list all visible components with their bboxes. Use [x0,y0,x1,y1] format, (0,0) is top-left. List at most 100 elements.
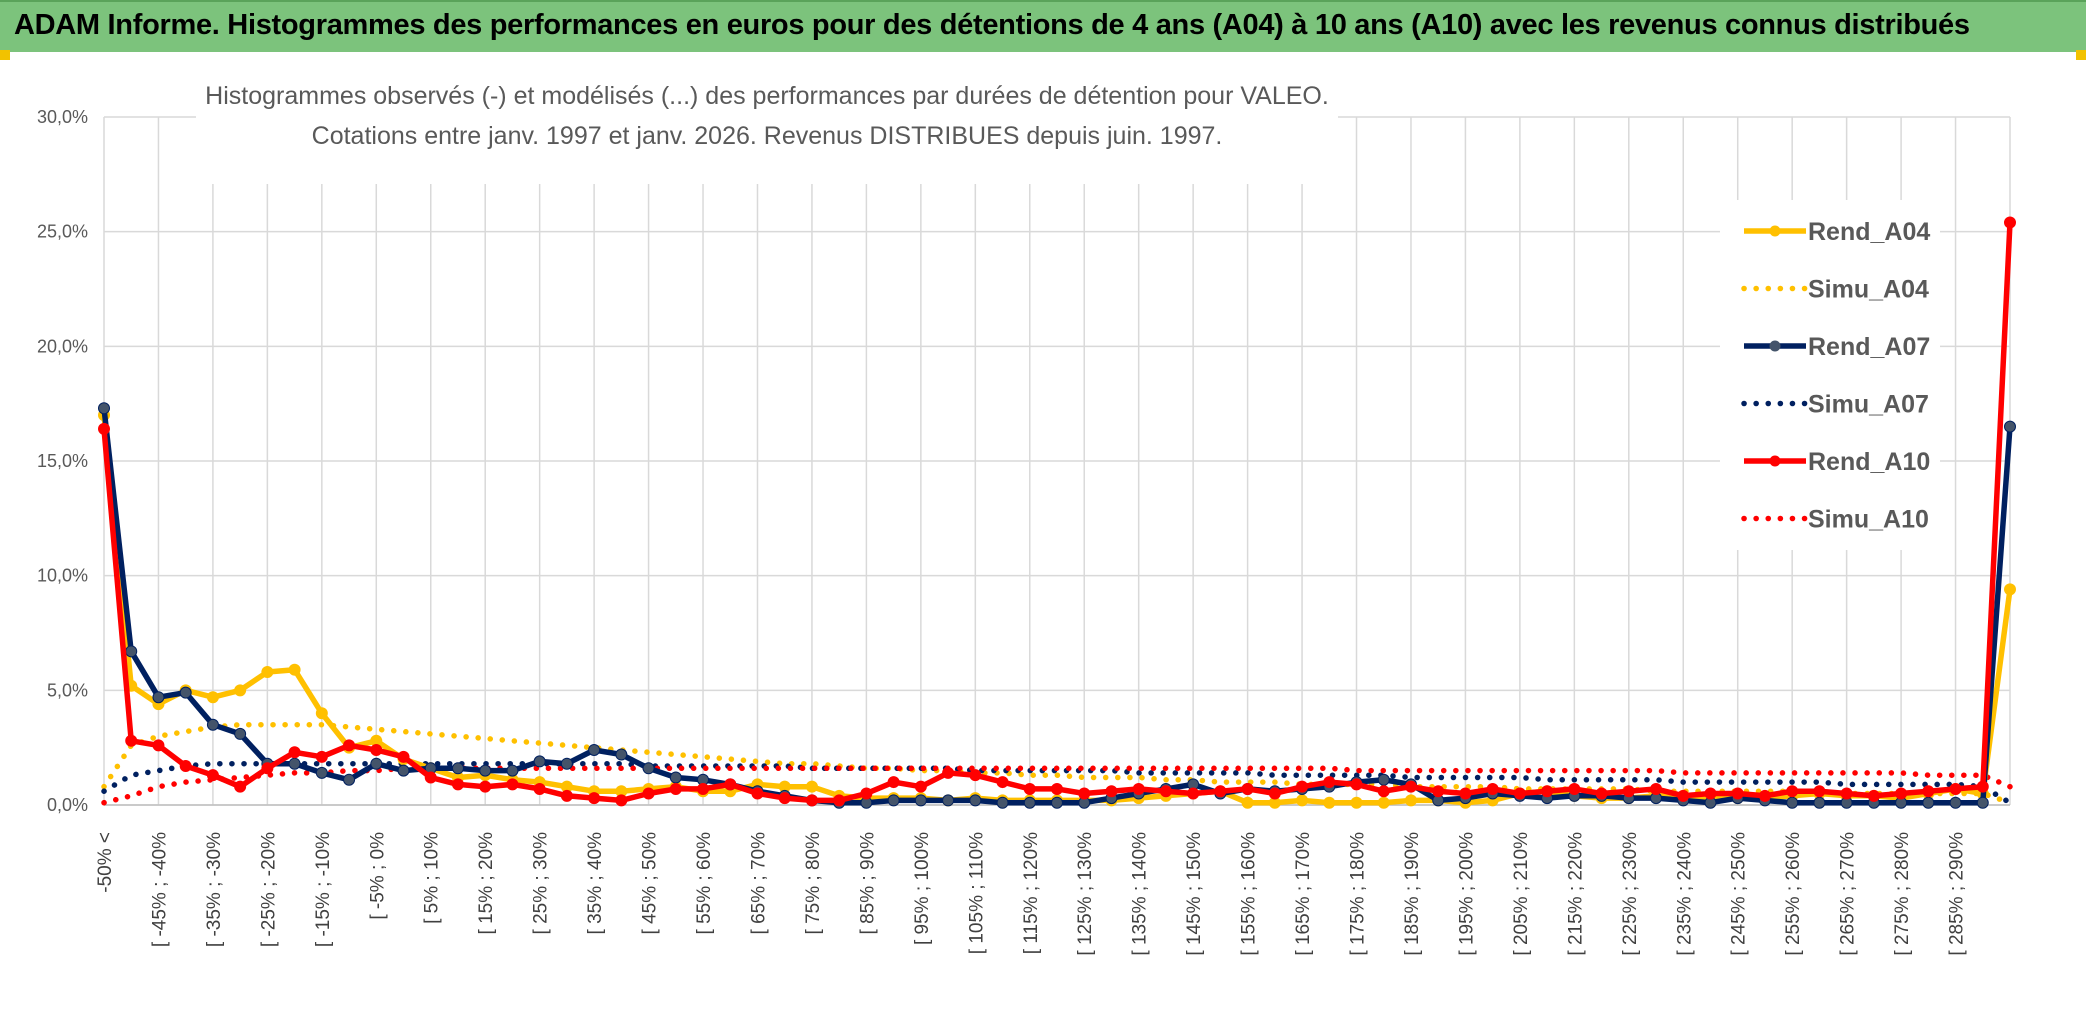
y-tick-label: 5,0% [47,680,88,700]
data-point [1377,785,1390,798]
data-point [315,750,328,763]
x-tick-label: [ -35% ; -30% [204,832,225,947]
data-point [125,734,138,747]
data-point [506,764,519,777]
data-point [1677,789,1690,802]
data-point [1159,785,1172,798]
x-tick-label: [ 155% ; 160% [1239,832,1260,956]
x-tick-label: [ 225% ; 230% [1620,832,1641,956]
legend-item-rend-a07: Rend_A07 [1744,333,1930,361]
x-tick-label: [ 135% ; 140% [1130,832,1151,956]
x-tick-label: [ 95% ; 100% [912,832,933,945]
data-point [805,780,818,793]
x-tick-label: [ 265% ; 270% [1838,832,1859,956]
data-point [424,771,437,784]
data-point [642,787,655,800]
data-point [370,757,383,770]
data-point [996,776,1009,789]
data-point [1078,787,1091,800]
data-point [669,771,682,784]
legend-label: Rend_A10 [1808,448,1930,476]
data-point [1023,782,1036,795]
title-background [196,108,1338,184]
x-tick-label: [ 175% ; 180% [1348,832,1369,956]
data-point [206,691,219,704]
legend-marker [1769,455,1781,467]
series-line [101,721,2013,806]
x-tick-label: [ 245% ; 250% [1729,832,1750,956]
data-point [206,718,219,731]
x-tick-label: [ 45% ; 50% [640,832,661,935]
data-point [1404,780,1417,793]
data-point [1323,796,1336,809]
data-point [234,780,247,793]
data-point [1650,782,1663,795]
data-point [152,739,165,752]
data-point [1187,787,1200,800]
data-point [1568,782,1581,795]
corner-marker [2076,50,2086,60]
data-point [1622,785,1635,798]
data-point [397,750,410,763]
histogram-chart: 0,0% 5,0% 10,0% 15,0% 20,0% 25,0% 30,0% Histogr… [37,82,2016,956]
data-point [451,778,464,791]
legend-item-simu-a10: Simu_A10 [1741,506,1929,534]
x-tick-label: [ 255% ; 260% [1783,832,1804,956]
data-point [1595,787,1608,800]
data-point [1023,796,1036,809]
legend-marker [1769,340,1781,352]
data-point [261,762,274,775]
data-point [1051,796,1063,809]
y-tick-label: 30,0% [37,107,88,127]
legend-item-rend-a10: Rend_A10 [1744,448,1930,476]
corner-marker [0,50,10,60]
x-tick-label: [ 145% ; 150% [1184,832,1205,956]
data-point [1350,796,1363,809]
data-point [451,762,464,775]
data-point [1296,794,1309,807]
data-point [1949,782,1962,795]
data-point [724,778,737,791]
data-point [2004,216,2016,229]
data-point [1786,785,1799,798]
data-point [479,780,492,793]
data-point [1513,787,1526,800]
data-point [1813,785,1826,798]
data-point [588,743,601,756]
data-point [914,794,927,807]
data-point [261,665,274,678]
data-point [860,787,873,800]
x-tick-label: [ 235% ; 240% [1674,832,1695,956]
data-point [615,794,628,807]
data-point [2004,420,2016,433]
data-point [887,794,900,807]
data-point [1541,785,1554,798]
legend-label: Simu_A10 [1808,506,1929,534]
header-bar: ADAM Informe. Histogrammes des performan… [0,0,2086,52]
x-tick-label: [ 165% ; 170% [1293,832,1314,956]
series-simu-a10 [101,765,2013,806]
x-tick-label: [ 75% ; 80% [803,832,824,935]
data-point [942,766,955,779]
data-point [288,663,301,676]
data-point [506,778,519,791]
x-tick-label: [ 35% ; 40% [585,832,606,935]
data-point [1922,785,1935,798]
x-tick-label: [ 125% ; 130% [1075,832,1096,956]
y-tick-label: 0,0% [47,795,88,815]
data-point [370,743,383,756]
data-point [996,796,1009,809]
y-tick-label: 25,0% [37,222,88,242]
data-point [942,794,955,807]
data-point [588,792,601,805]
legend-item-simu-a04: Simu_A04 [1741,276,1929,304]
data-point [778,792,791,805]
series-rend-a10 [98,216,2016,807]
x-tick-label: [ 65% ; 70% [748,832,769,935]
data-point [1268,787,1281,800]
legend-marker [1769,225,1781,237]
data-point [479,764,492,777]
data-point [1976,780,1989,793]
data-point [1241,796,1254,809]
page-title: ADAM Informe. Histogrammes des performan… [14,9,1970,41]
